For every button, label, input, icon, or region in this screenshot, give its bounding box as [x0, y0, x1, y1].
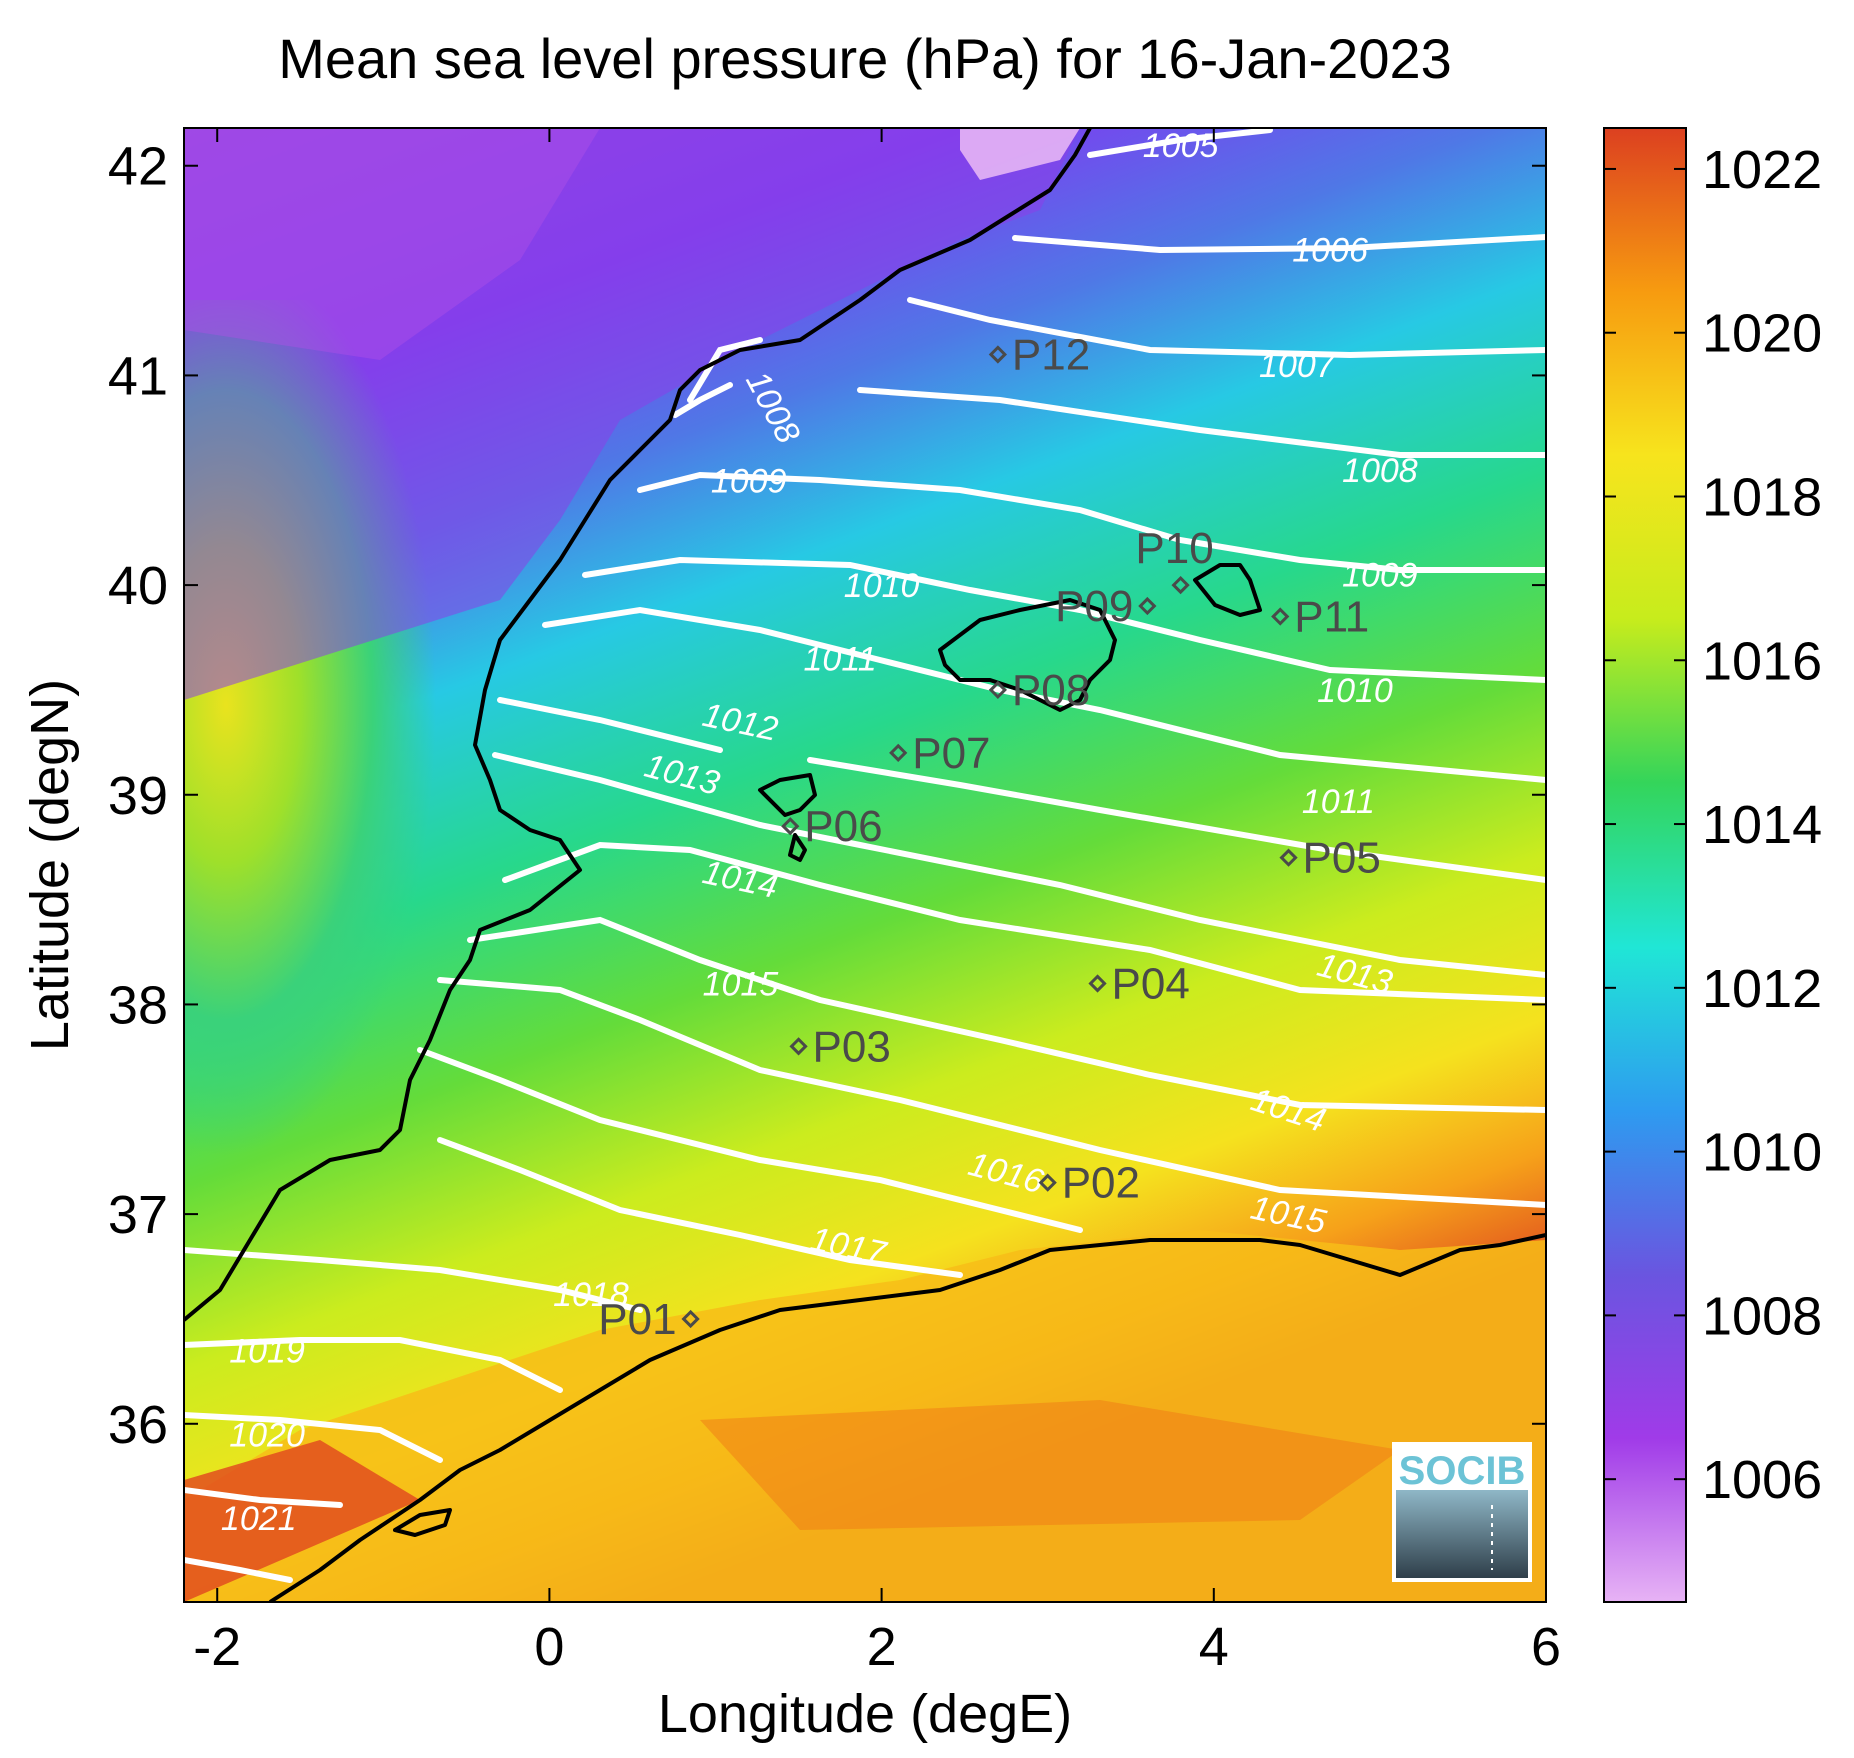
contour-label: 1015 [703, 965, 779, 1003]
x-tick-label: 4 [1199, 1617, 1229, 1677]
contour-label: 1011 [804, 640, 877, 678]
isobar-lines [184, 128, 1546, 1583]
x-axis-ticks: -2 0 2 4 6 [193, 128, 1561, 1677]
x-tick-label: 2 [867, 1617, 897, 1677]
station-label: P09 [1055, 582, 1133, 631]
y-axis-label: Latitude (degN) [20, 679, 80, 1051]
colorbar-tick-label: 1018 [1702, 468, 1822, 528]
y-axis-ticks: 36 37 38 39 40 41 42 [108, 137, 1546, 1455]
station-label: P04 [1112, 959, 1190, 1008]
station-marker [988, 680, 1008, 700]
contour-label: 1006 [1292, 232, 1368, 270]
station-marker [1088, 974, 1107, 993]
y-tick-label: 41 [108, 346, 168, 406]
station-label: P10 [1135, 524, 1213, 573]
station-marker [781, 817, 800, 836]
x-tick-label: 6 [1531, 1617, 1561, 1677]
contour-label: 1018 [553, 1276, 629, 1314]
atlas-pressure-field [700, 1400, 1400, 1530]
socib-logo: SOCIB [1392, 1442, 1532, 1582]
colorbar-tick-label: 1022 [1702, 140, 1822, 200]
formentera-coastline [788, 833, 807, 862]
colorbar [1603, 127, 1687, 1603]
y-tick-label: 39 [108, 766, 168, 826]
chart-title: Mean sea level pressure (hPa) for 16-Jan… [278, 27, 1452, 90]
station-label: P01 [598, 1295, 676, 1344]
station-marker [789, 1037, 808, 1056]
station-label: P07 [912, 729, 990, 778]
y-tick-label: 37 [108, 1185, 168, 1245]
alboran-coastline [393, 1508, 452, 1537]
contour-label: 1009 [711, 462, 787, 500]
station-marker [1279, 848, 1298, 867]
y-tick-label: 38 [108, 975, 168, 1035]
x-tick-label: 0 [534, 1617, 564, 1677]
station-label: P06 [804, 802, 882, 851]
coastline [184, 128, 1546, 1602]
station-marker [1171, 575, 1190, 595]
contour-label: 1008 [1342, 452, 1418, 490]
station-marker [1138, 596, 1157, 616]
contour-label: 1010 [1317, 672, 1393, 710]
y-tick-label: 40 [108, 556, 168, 616]
station-label: P12 [1012, 330, 1090, 379]
station-marker [1271, 607, 1290, 626]
contour-label: 1020 [229, 1416, 305, 1454]
contour-label: 1009 [1342, 557, 1418, 595]
colorbar-tick-label: 1006 [1702, 1450, 1822, 1510]
menorca-coastline [1193, 563, 1262, 617]
colorbar-tick-label: 1008 [1702, 1286, 1822, 1346]
contour-label: 1011 [1302, 783, 1375, 821]
lowest-pressure-patch [960, 128, 1080, 180]
contour-label: 1010 [844, 567, 920, 605]
station-marker [988, 345, 1008, 364]
station-label: P11 [1294, 593, 1369, 642]
plot-frame [183, 127, 1547, 1603]
colorbar-tick-label: 1016 [1702, 631, 1822, 691]
y-tick-label: 36 [108, 1395, 168, 1455]
logo-text: SOCIB [1399, 1449, 1526, 1493]
colorbar-tick-label: 1012 [1702, 959, 1822, 1019]
station-label: P08 [1012, 666, 1090, 715]
mallorca-coastline [938, 598, 1117, 712]
station-label: P03 [813, 1022, 891, 1071]
high-pressure-region [184, 1440, 420, 1602]
station-marker [681, 1309, 700, 1329]
station-marker [1038, 1173, 1057, 1192]
ibiza-coastline [758, 773, 817, 817]
x-axis-label: Longitude (degE) [658, 1684, 1072, 1744]
station-label: P05 [1303, 834, 1381, 883]
x-tick-label: -2 [193, 1617, 241, 1677]
contour-label: 1007 [1259, 347, 1336, 385]
colorbar-tick-label: 1020 [1702, 304, 1822, 364]
y-tick-label: 42 [108, 137, 168, 197]
colorbar-ticks: 1006 1008 1010 1012 1014 1016 1018 1020 1022 [1604, 140, 1822, 1510]
low-pressure-region [184, 128, 1080, 700]
colorbar-tick-label: 1010 [1702, 1123, 1822, 1183]
colorbar-tick-label: 1014 [1702, 795, 1822, 855]
station-label: P02 [1062, 1159, 1140, 1208]
logo-gradient [1396, 1490, 1528, 1578]
contour-label: 1021 [221, 1500, 297, 1538]
plot-area: 1005100610071008100810091009101010101011… [184, 127, 1546, 1602]
contour-label: 1019 [229, 1332, 305, 1370]
station-marker [889, 743, 908, 762]
contour-label: 1005 [1143, 127, 1219, 165]
low-pressure-core [184, 128, 600, 360]
